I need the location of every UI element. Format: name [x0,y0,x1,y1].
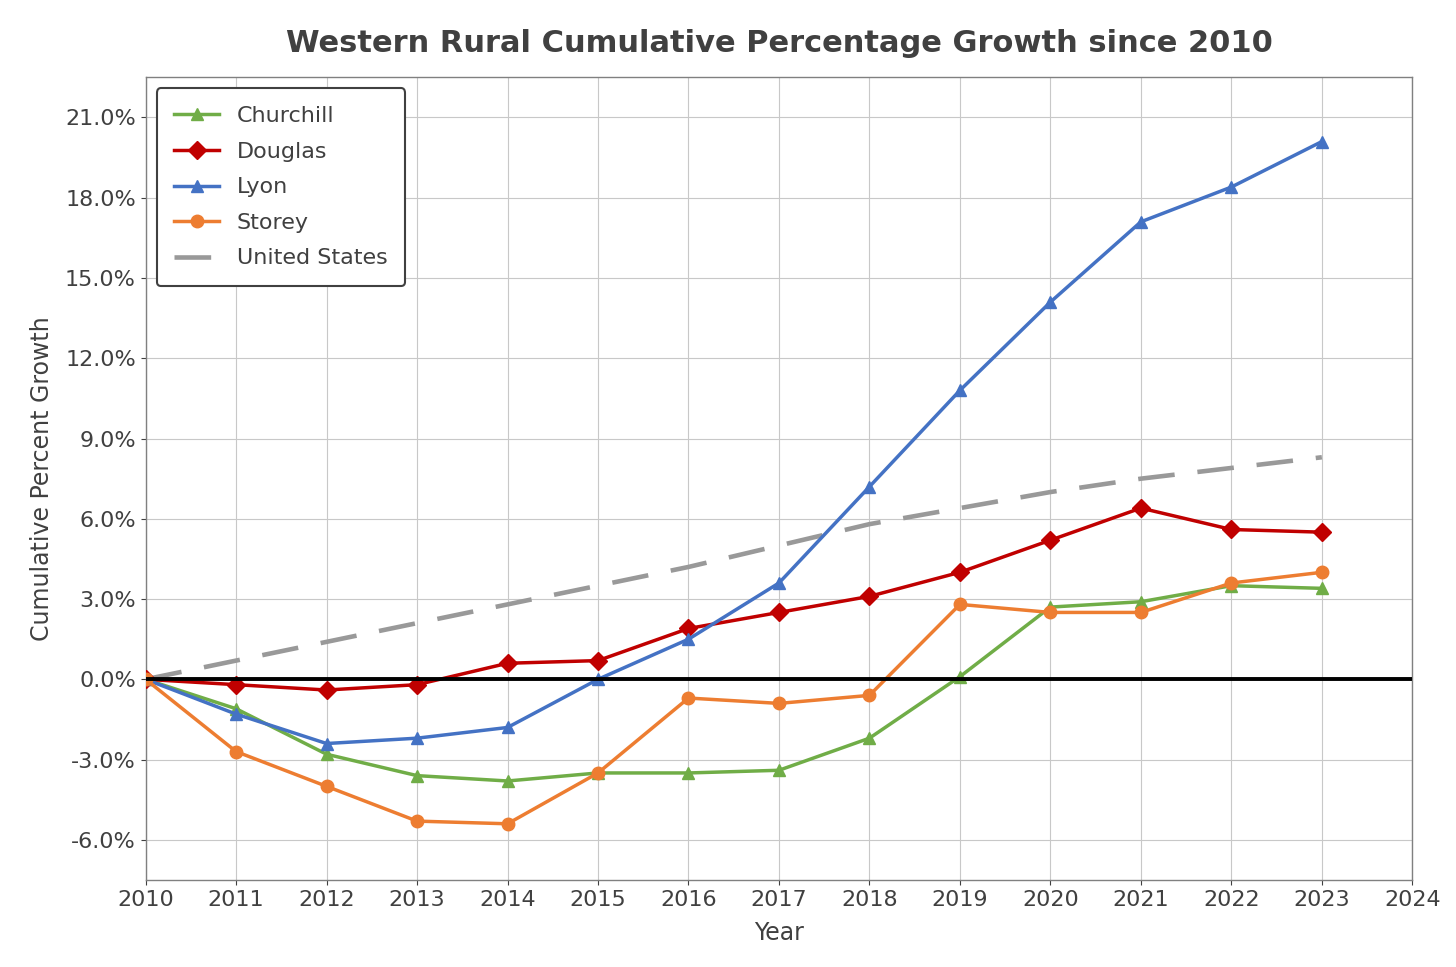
Storey [137,673,154,685]
Lyon [499,721,517,733]
Storey [860,689,878,701]
United States [680,561,697,572]
Churchill [408,770,425,781]
Line: Churchill: Churchill [140,579,1328,787]
Douglas [227,679,245,690]
Churchill [770,765,788,777]
United States [1133,473,1150,484]
Lyon [770,577,788,589]
Douglas [770,606,788,618]
Churchill [680,767,697,778]
Douglas [137,673,154,685]
Y-axis label: Cumulative Percent Growth: Cumulative Percent Growth [31,316,54,641]
Storey [317,780,335,792]
Lyon [137,673,154,685]
Lyon [590,673,607,685]
Title: Western Rural Cumulative Percentage Growth since 2010: Western Rural Cumulative Percentage Grow… [285,29,1273,58]
Lyon [680,633,697,645]
Storey [1041,606,1059,618]
Churchill [1133,596,1150,607]
Churchill [951,671,968,683]
Lyon [1313,135,1331,147]
Douglas [1133,502,1150,513]
United States [408,617,425,629]
Churchill [317,748,335,760]
United States [227,655,245,666]
Line: Lyon: Lyon [140,135,1328,749]
Storey [408,815,425,827]
Douglas [1041,535,1059,546]
Line: Douglas: Douglas [140,502,1328,696]
Churchill [1041,601,1059,613]
United States [1041,486,1059,498]
Douglas [408,679,425,690]
Line: Storey: Storey [140,566,1328,830]
Lyon [860,481,878,492]
Churchill [590,767,607,778]
Lyon [408,732,425,744]
Line: United States: United States [146,457,1322,679]
Douglas [1313,526,1331,538]
United States [317,636,335,648]
Storey [680,692,697,704]
Douglas [680,623,697,634]
X-axis label: Year: Year [754,921,804,945]
Legend: Churchill, Douglas, Lyon, Storey, United States: Churchill, Douglas, Lyon, Storey, United… [157,88,405,286]
Churchill [860,732,878,744]
Lyon [1223,181,1241,192]
Douglas [1223,524,1241,536]
Storey [1223,577,1241,589]
Churchill [227,703,245,715]
United States [499,599,517,610]
Storey [227,746,245,757]
United States [770,540,788,551]
Storey [1313,567,1331,578]
Douglas [499,658,517,669]
Storey [499,818,517,830]
United States [590,580,607,592]
United States [860,518,878,530]
Churchill [499,776,517,787]
Churchill [1313,582,1331,594]
Douglas [590,655,607,666]
Lyon [317,738,335,749]
Storey [770,697,788,709]
Storey [1133,606,1150,618]
Churchill [137,673,154,685]
Lyon [227,708,245,719]
United States [1313,452,1331,463]
Storey [951,599,968,610]
Douglas [951,567,968,578]
Douglas [860,591,878,602]
Lyon [1133,216,1150,227]
United States [137,673,154,685]
Churchill [1223,580,1241,592]
Lyon [1041,296,1059,308]
United States [951,502,968,513]
Douglas [317,685,335,696]
Storey [590,767,607,778]
United States [1223,462,1241,474]
Lyon [951,385,968,396]
